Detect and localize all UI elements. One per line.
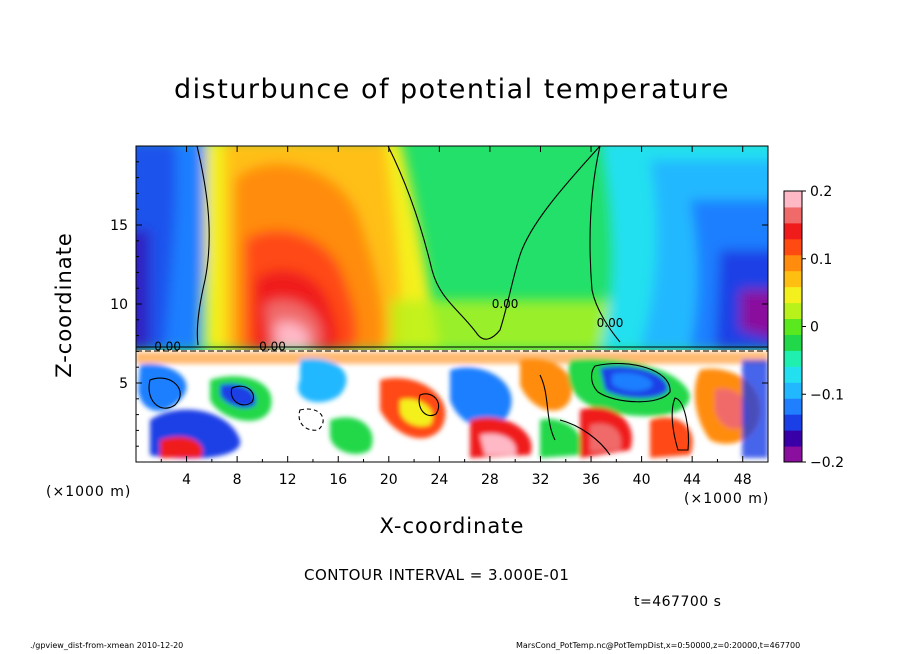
x-tick-label: 40 — [633, 472, 651, 488]
y-tick-label: 5 — [119, 376, 128, 392]
colorbar-segment — [784, 446, 802, 463]
colorbar-segment — [784, 398, 802, 415]
colorbar-segment — [784, 350, 802, 367]
colorbar-segment — [784, 366, 802, 383]
x-tick-label: 28 — [481, 472, 499, 488]
contour-label: 0.00 — [492, 297, 519, 311]
x-tick-label: 8 — [233, 472, 242, 488]
colorbar-segment — [784, 382, 802, 399]
contour-label: 0.00 — [154, 340, 181, 354]
contour-label: 0.00 — [259, 340, 286, 354]
footer-file-info: MarsCond_PotTemp.nc@PotTempDist,x=0:5000… — [516, 641, 801, 650]
colorbar-segment — [784, 206, 802, 224]
x-tick-label: 4 — [182, 472, 191, 488]
colorbar-segment — [784, 318, 802, 335]
field-image — [136, 146, 768, 462]
x-tick-label: 36 — [582, 472, 600, 488]
y-tick-label: 15 — [110, 218, 128, 234]
x-axis-unit-right: (×1000 m) — [684, 491, 770, 507]
colorbar-segment — [784, 334, 802, 351]
x-tick-label: 16 — [329, 472, 347, 488]
x-axis-label: X-coordinate — [379, 514, 525, 538]
chart-title: disturbunce of potential temperature — [174, 74, 730, 105]
colorbar-segment — [784, 430, 802, 447]
colorbar: 0.2 0.1 0 −0.1 −0.2 — [783, 184, 844, 471]
colorbar-tick-label: 0.1 — [810, 252, 832, 268]
colorbar-tick-label: −0.1 — [810, 387, 844, 403]
x-tick-label: 20 — [380, 472, 398, 488]
contour-interval-note: CONTOUR INTERVAL = 3.000E-01 — [304, 566, 570, 584]
x-tick-label: 32 — [532, 472, 550, 488]
colorbar-segment — [784, 414, 802, 431]
x-tick-label: 48 — [734, 472, 752, 488]
footer-script-info: ./gpview_dist-from-xmean 2010-12-20 — [30, 641, 184, 650]
y-tick-label: 10 — [110, 297, 128, 313]
x-axis-unit-left: (×1000 m) — [46, 484, 132, 500]
colorbar-segment — [784, 270, 802, 288]
contour-label: 0.00 — [597, 316, 624, 330]
colorbar-segment — [784, 302, 802, 320]
x-tick-label: 24 — [430, 472, 448, 488]
colorbar-tick-label: 0 — [810, 320, 819, 336]
colorbar-tick-label: −0.2 — [810, 455, 844, 471]
colorbar-tick-label: 0.2 — [810, 184, 832, 200]
x-tick-label: 44 — [683, 472, 701, 488]
x-tick-label: 12 — [279, 472, 297, 488]
x-axis-ticks: 4 8 12 16 20 24 28 32 36 40 44 48 — [160, 146, 752, 488]
colorbar-segment — [784, 191, 802, 208]
contour-lines — [136, 146, 768, 456]
colorbar-segment — [784, 222, 802, 240]
colorbar-segment — [784, 286, 802, 304]
y-axis-ticks: 5 10 15 — [110, 161, 768, 447]
colorbar-segment — [784, 254, 802, 272]
contour-labels: 0.00 0.00 0.00 0.00 — [154, 297, 623, 354]
time-stamp: t=467700 s — [634, 594, 722, 610]
colorbar-segment — [784, 238, 802, 256]
